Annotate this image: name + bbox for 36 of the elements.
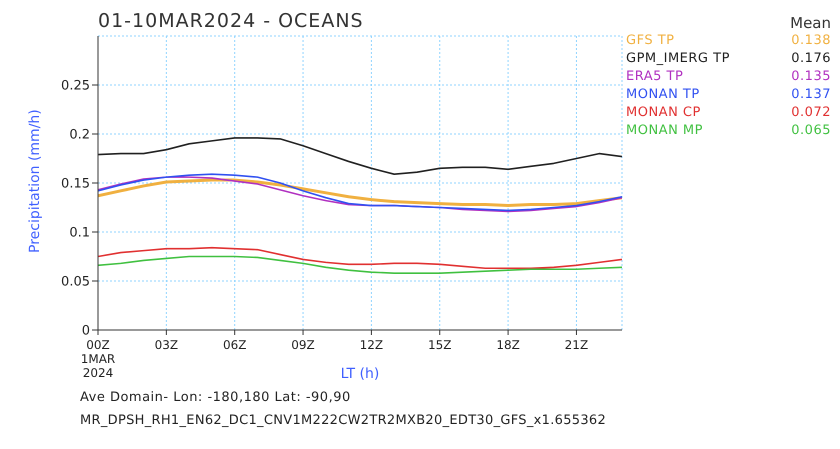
- text: MONAN TP: [626, 86, 700, 104]
- y-axis-title: Precipitation (mm/h): [26, 109, 43, 253]
- text: GPM_IMERG TP: [626, 50, 730, 68]
- y-tick-label: 0.15: [61, 176, 90, 192]
- x-tick-label: 06Z: [222, 338, 246, 352]
- text: 0.137: [791, 86, 831, 104]
- text: GFS TP: [626, 32, 674, 50]
- x-tick-label: 15Z: [428, 338, 452, 352]
- text: 0.065: [791, 122, 831, 140]
- x-tick-label: 18Z: [496, 338, 520, 352]
- y-tick-label: 0.2: [69, 128, 90, 143]
- legend-title: Mean: [789, 14, 831, 32]
- line-series: [98, 137, 622, 175]
- y-tick-label: 0.25: [61, 78, 90, 94]
- text: MR_DPSH_RH1_EN62_DC1_CNV1M222CW2TR2MXB20_EDT30_GFS_x1.655362: [80, 413, 606, 428]
- text: 0.135: [791, 68, 831, 86]
- x-axis-title: LT (h): [340, 366, 380, 382]
- y-tick-label: 0: [82, 324, 90, 339]
- chart-title: 01-10MAR2024 - OCEANS: [98, 10, 364, 32]
- line-series: [98, 256, 622, 274]
- text: MONAN CP: [626, 104, 701, 122]
- text: Ave Domain- Lon: -180,180 Lat: -90,90: [80, 390, 351, 405]
- text: MONAN MP: [626, 122, 703, 140]
- y-tick-label: 0.1: [69, 226, 90, 241]
- text: 0.138: [791, 32, 831, 50]
- x-tick-label: 21Z: [564, 338, 588, 352]
- y-tick-label: 0.05: [61, 274, 90, 290]
- line-series: [98, 178, 622, 208]
- text: 0.072: [791, 104, 831, 122]
- x-tick-label: 00Z 1MAR 2024: [80, 338, 116, 380]
- x-tick-label: 12Z: [360, 338, 384, 352]
- x-tick-label: 03Z: [154, 338, 178, 352]
- text: ERA5 TP: [626, 68, 684, 86]
- text: 0.176: [791, 50, 831, 68]
- x-tick-label: 09Z: [291, 338, 315, 352]
- line-series: [98, 246, 622, 270]
